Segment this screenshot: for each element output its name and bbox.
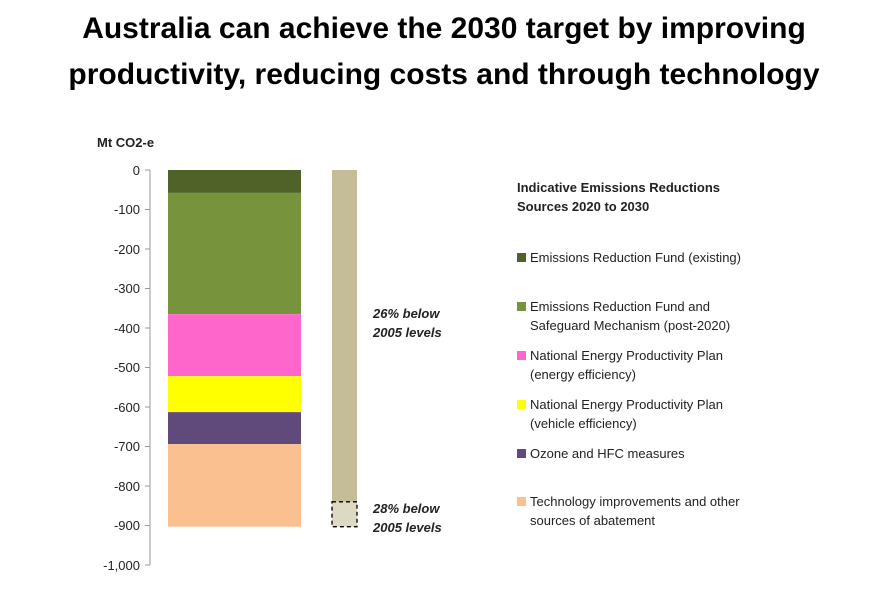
y-tick-label: -900 xyxy=(113,518,140,533)
legend-label: Emissions Reduction Fund (existing) xyxy=(530,250,741,265)
legend-label: Emissions Reduction Fund and Safeguard M… xyxy=(530,299,731,333)
legend-label: Ozone and HFC measures xyxy=(530,446,685,461)
y-tick-label: -600 xyxy=(113,399,140,415)
y-tick-label: -1,000 xyxy=(103,557,140,573)
legend-swatch xyxy=(517,351,526,360)
legend-swatch xyxy=(517,497,526,506)
y-tick-label: -500 xyxy=(113,360,140,375)
y-tick-label: -300 xyxy=(113,281,140,296)
chart-title: Australia can achieve the 2030 target by… xyxy=(68,12,820,91)
bar-segment xyxy=(168,376,301,413)
annotation: 26% below 2005 levels xyxy=(373,306,442,340)
legend-swatch xyxy=(517,449,526,458)
legend-label: Technology improvements and other source… xyxy=(530,494,740,528)
y-tick-label: 0 xyxy=(132,162,140,178)
bar-segment xyxy=(168,170,301,193)
legend-title: Indicative Emissions Reductions Sources … xyxy=(517,180,720,214)
y-tick-label: -200 xyxy=(113,241,140,257)
legend-label: National Energy Productivity Plan (energ… xyxy=(530,348,723,382)
y-tick-label: -400 xyxy=(113,320,140,336)
legend-label: National Energy Productivity Plan (vehic… xyxy=(530,397,723,431)
legend-swatch xyxy=(517,253,526,262)
target-bar xyxy=(332,170,357,502)
legend-swatch xyxy=(517,302,526,311)
y-tick-label: -100 xyxy=(113,202,140,217)
target-bar xyxy=(331,501,358,528)
bar-segment xyxy=(168,192,301,315)
y-axis-label: Mt CO2-e xyxy=(97,135,155,150)
bar-segment xyxy=(168,314,301,377)
legend-swatch xyxy=(517,400,526,409)
bar-segment xyxy=(168,412,301,445)
y-tick-label: -700 xyxy=(113,439,140,454)
annotation: 28% below 2005 levels xyxy=(373,501,442,535)
y-tick-label: -800 xyxy=(113,478,140,494)
bar-segment xyxy=(168,444,301,527)
